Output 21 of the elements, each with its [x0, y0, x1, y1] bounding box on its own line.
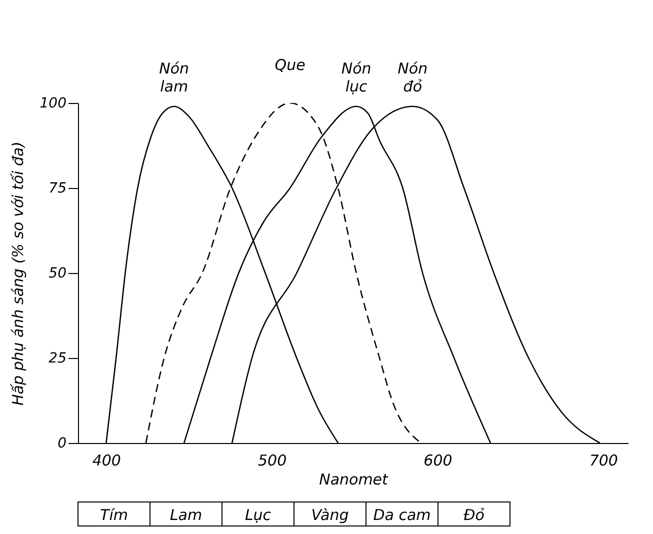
y-tick-label: 50 [48, 266, 67, 282]
y-tick-label: 0 [58, 436, 67, 452]
y-tick-label: 25 [48, 350, 67, 366]
text: Da cam [373, 506, 431, 524]
x-tick-label: 500 [258, 452, 287, 470]
x-axis-title: Nanomet [319, 470, 390, 488]
text: Lục [244, 506, 272, 524]
x-tick-label: 700 [589, 452, 618, 470]
series-label: Nón lam [159, 59, 190, 96]
text: Tím [100, 506, 128, 524]
y-axis-title: Hấp phụ ánh sáng (% so với tối đa) [8, 141, 27, 406]
y-tick-label: 100 [40, 96, 67, 112]
series-label: Nón đỏ [398, 59, 428, 96]
y-tick-label: 75 [48, 180, 67, 196]
text: Lam [170, 506, 202, 524]
text: Đỏ [464, 506, 484, 524]
text: Que [274, 56, 306, 74]
x-tick-label: 600 [424, 452, 452, 470]
series-label: Nón lục [341, 59, 372, 96]
text: Vàng [311, 506, 349, 524]
x-tick-label: 400 [92, 452, 121, 470]
